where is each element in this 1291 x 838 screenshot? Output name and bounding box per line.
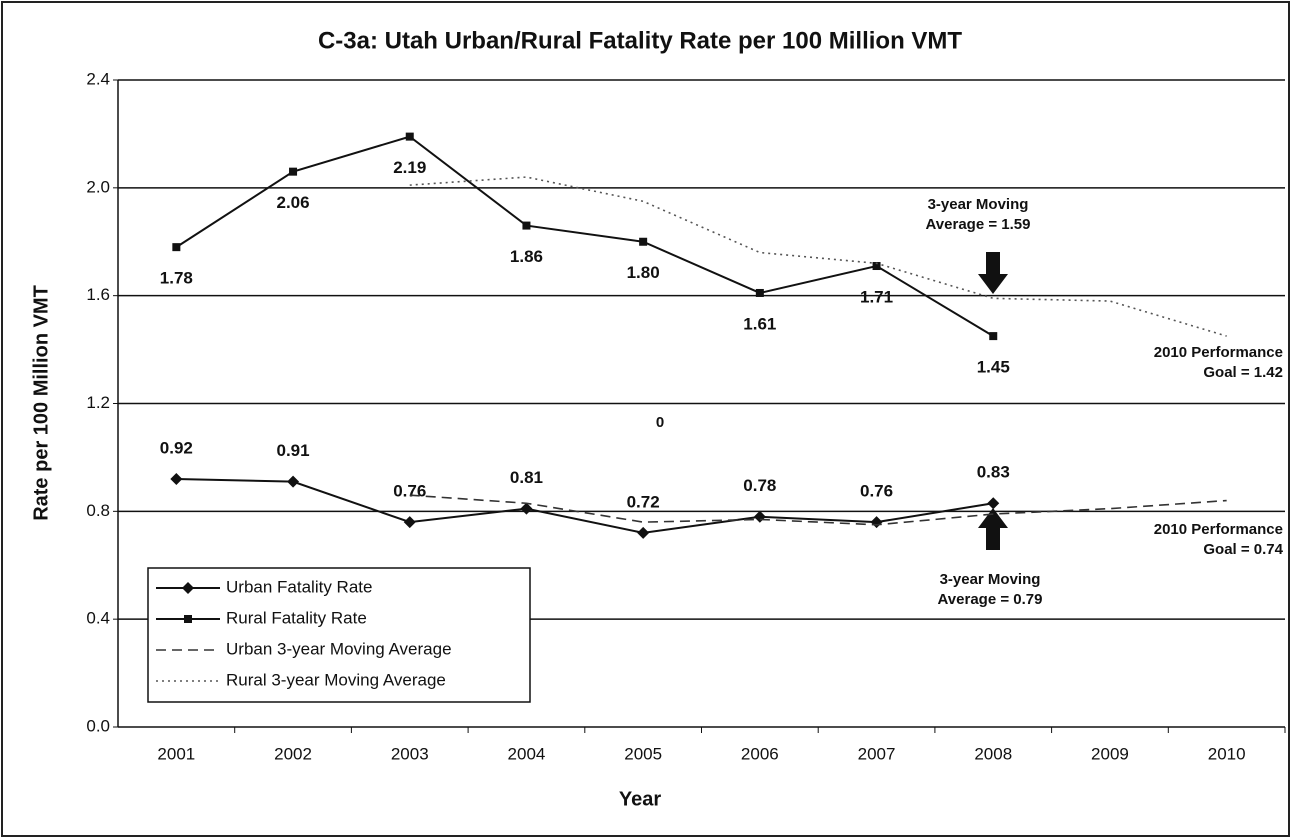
y-axis-label: Rate per 100 Million VMT	[30, 285, 52, 521]
marker	[172, 243, 181, 252]
x-tick-label: 2008	[974, 744, 1012, 763]
annotation: Goal = 1.42	[1203, 364, 1283, 381]
data-label: 2.06	[277, 193, 310, 212]
annotation: 3-year Moving	[928, 196, 1029, 213]
data-label: 0.91	[277, 441, 310, 460]
y-tick-label: 1.6	[86, 285, 110, 304]
data-label: 1.80	[627, 263, 660, 282]
marker	[289, 167, 298, 176]
x-tick-label: 2003	[391, 744, 429, 763]
x-tick-label: 2009	[1091, 744, 1129, 763]
x-tick-label: 2005	[624, 744, 662, 763]
legend-label: Urban 3-year Moving Average	[226, 639, 452, 658]
marker	[520, 502, 533, 515]
y-tick-label: 2.0	[86, 177, 110, 196]
annotation: 2010 Performance	[1154, 344, 1283, 361]
data-label: 1.71	[860, 287, 893, 306]
data-label: 2.19	[393, 158, 426, 177]
legend-box	[147, 567, 531, 703]
y-tick-label: 0.0	[86, 716, 110, 735]
marker	[637, 526, 650, 539]
marker	[987, 497, 1000, 510]
data-label: 0.92	[160, 438, 193, 457]
legend-label: Rural 3-year Moving Average	[226, 670, 446, 689]
x-tick-label: 2004	[508, 744, 546, 763]
series-line	[409, 494, 1227, 526]
data-label: 1.45	[977, 358, 1010, 377]
annotation: 3-year Moving	[940, 571, 1041, 588]
marker	[182, 582, 194, 594]
marker	[184, 615, 192, 623]
x-axis-label: Year	[619, 788, 661, 810]
marker	[170, 472, 183, 485]
annotation: Goal = 0.74	[1203, 541, 1283, 558]
data-label: 0.76	[860, 482, 893, 501]
data-label: 1.61	[743, 314, 776, 333]
x-tick-label: 2002	[274, 744, 312, 763]
annotation: Average = 1.59	[926, 216, 1031, 233]
annotation: 0	[656, 414, 664, 431]
data-label: 0.83	[977, 463, 1010, 482]
marker	[522, 221, 531, 230]
data-label: 0.78	[743, 476, 776, 495]
x-tick-label: 2001	[157, 744, 195, 763]
marker	[287, 475, 300, 488]
x-tick-label: 2010	[1208, 744, 1246, 763]
chart-title: C-3a: Utah Urban/Rural Fatality Rate per…	[318, 27, 962, 54]
y-tick-label: 0.8	[86, 501, 110, 520]
data-label: 0.81	[510, 468, 543, 487]
arrow-up	[978, 508, 1008, 550]
annotation: 2010 Performance	[1154, 521, 1283, 538]
x-tick-label: 2006	[741, 744, 779, 763]
x-tick-label: 2007	[858, 744, 896, 763]
marker	[989, 332, 998, 341]
marker	[639, 237, 648, 246]
data-label: 0.72	[627, 492, 660, 511]
marker	[872, 262, 881, 271]
legend-label: Rural Fatality Rate	[226, 608, 367, 627]
marker	[755, 288, 764, 297]
y-tick-label: 1.2	[86, 393, 110, 412]
y-tick-label: 2.4	[86, 69, 110, 88]
data-label: 1.78	[160, 269, 193, 288]
legend-label: Urban Fatality Rate	[226, 577, 372, 596]
data-label: 0.76	[393, 482, 426, 501]
marker	[405, 132, 414, 141]
y-tick-label: 0.4	[86, 609, 110, 628]
annotation: Average = 0.79	[938, 591, 1043, 608]
marker	[403, 516, 416, 529]
series-line	[175, 135, 994, 337]
data-label: 1.86	[510, 247, 543, 266]
arrow-down	[978, 252, 1008, 294]
series-line	[176, 477, 994, 534]
